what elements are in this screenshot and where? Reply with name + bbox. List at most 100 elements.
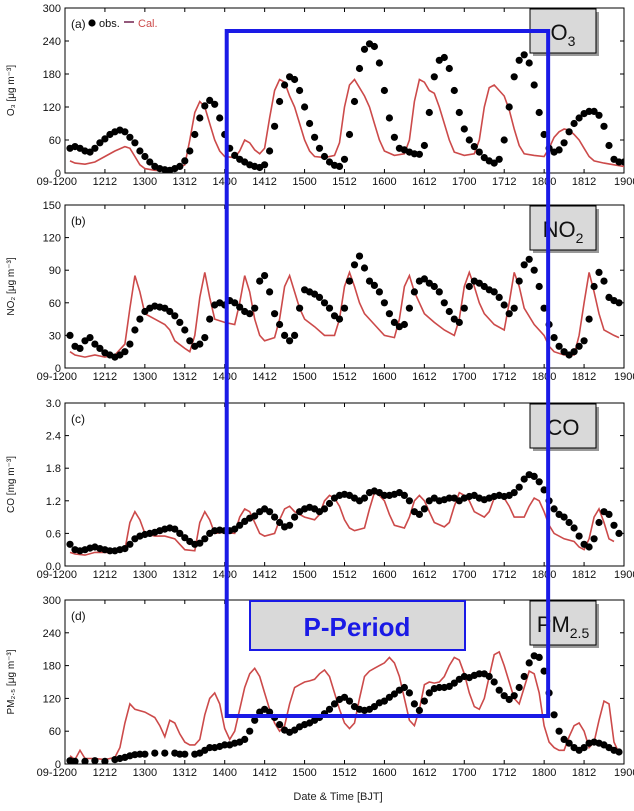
obs-point <box>181 534 189 542</box>
x-tick-label: 1512 <box>332 176 356 188</box>
obs-point <box>345 697 354 705</box>
obs-point <box>555 727 563 735</box>
obs-point <box>201 334 209 342</box>
obs-point <box>385 310 393 318</box>
obs-point <box>490 678 498 686</box>
obs-point <box>231 299 239 307</box>
species-subscript: 2 <box>576 230 584 246</box>
obs-point <box>515 483 523 491</box>
obs-point <box>475 670 483 678</box>
obs-point <box>136 750 144 758</box>
y-tick-label: 1.8 <box>46 463 61 475</box>
obs-point <box>325 499 334 508</box>
obs-point <box>465 136 473 144</box>
obs-point <box>610 521 618 529</box>
obs-point <box>196 114 204 122</box>
x-tick-label: 1412 <box>252 176 276 188</box>
obs-point <box>400 683 408 692</box>
x-tick-label: 1700 <box>452 569 476 581</box>
obs-point <box>435 683 443 692</box>
obs-point <box>340 693 349 701</box>
obs-point <box>515 56 523 64</box>
obs-point <box>465 282 473 291</box>
obs-point <box>126 540 134 548</box>
obs-point <box>131 326 139 334</box>
x-axis-title: Date & Time [BJT] <box>293 791 382 803</box>
panel-letter: (a) <box>71 17 86 31</box>
obs-point <box>131 139 139 147</box>
obs-point <box>400 491 408 499</box>
obs-point <box>186 147 194 155</box>
obs-point <box>565 739 573 747</box>
obs-point <box>550 334 558 342</box>
y-tick-label: 240 <box>43 628 61 640</box>
obs-point <box>505 310 513 318</box>
obs-point <box>266 147 274 155</box>
x-tick-label: 1900 <box>614 569 634 581</box>
obs-point <box>186 337 194 345</box>
legend-obs-label: obs. <box>99 18 120 30</box>
x-tick-label: 1312 <box>173 569 197 581</box>
obs-point <box>76 344 84 352</box>
obs-point <box>91 757 99 764</box>
obs-point <box>575 114 583 122</box>
obs-point <box>510 692 518 700</box>
obs-point <box>520 475 528 483</box>
obs-point <box>615 158 623 166</box>
obs-point <box>605 141 613 150</box>
x-tick-label: 1700 <box>452 371 476 383</box>
species-name: CO <box>547 415 580 440</box>
y-tick-label: 30 <box>49 330 61 342</box>
obs-point <box>86 148 94 156</box>
obs-point <box>281 331 289 339</box>
obs-point <box>191 130 199 139</box>
obs-point <box>330 700 339 708</box>
x-tick-label: 1812 <box>572 176 596 188</box>
obs-point <box>520 261 528 269</box>
obs-point <box>246 727 254 735</box>
obs-point <box>385 114 393 122</box>
obs-point <box>420 275 428 283</box>
obs-point <box>236 521 244 529</box>
obs-point <box>176 529 184 538</box>
highlight-badge: P-Period <box>249 600 466 651</box>
y-tick-label: 0.0 <box>46 561 61 573</box>
obs-point <box>126 340 134 348</box>
x-tick-label: 1312 <box>173 176 197 188</box>
obs-point <box>121 545 129 553</box>
y-tick-label: 180 <box>43 661 61 673</box>
obs-point <box>345 130 354 139</box>
x-tick-label: 1412 <box>252 371 276 383</box>
obs-point <box>445 64 453 73</box>
obs-point <box>121 128 129 136</box>
x-tick-label: 1600 <box>372 371 396 383</box>
obs-point <box>615 299 623 307</box>
obs-point <box>560 513 568 521</box>
obs-point <box>296 304 304 312</box>
obs-point <box>276 518 284 527</box>
obs-point <box>490 159 498 167</box>
obs-point <box>196 340 204 348</box>
obs-point <box>520 672 528 681</box>
obs-point <box>96 139 104 147</box>
legend-cal-label: Cal. <box>138 18 158 30</box>
obs-point <box>266 288 274 296</box>
cal-series-line <box>69 78 624 172</box>
y-tick-label: 0.6 <box>46 528 61 540</box>
obs-point <box>585 543 593 551</box>
obs-point <box>360 494 369 502</box>
x-tick-label: 1500 <box>292 371 316 383</box>
obs-point <box>101 135 109 143</box>
obs-point <box>420 697 428 705</box>
y-tick-label: 180 <box>43 69 61 81</box>
obs-point <box>320 505 329 513</box>
obs-point <box>355 64 364 73</box>
legend: obs. Cal. <box>88 18 158 30</box>
y-tick-label: 60 <box>49 135 61 147</box>
x-tick-label: 1800 <box>532 569 556 581</box>
obs-point <box>370 281 378 289</box>
obs-point <box>585 315 593 323</box>
obs-point <box>236 303 244 311</box>
obs-point <box>176 162 184 170</box>
highlight-badge-label: P-Period <box>304 612 411 642</box>
